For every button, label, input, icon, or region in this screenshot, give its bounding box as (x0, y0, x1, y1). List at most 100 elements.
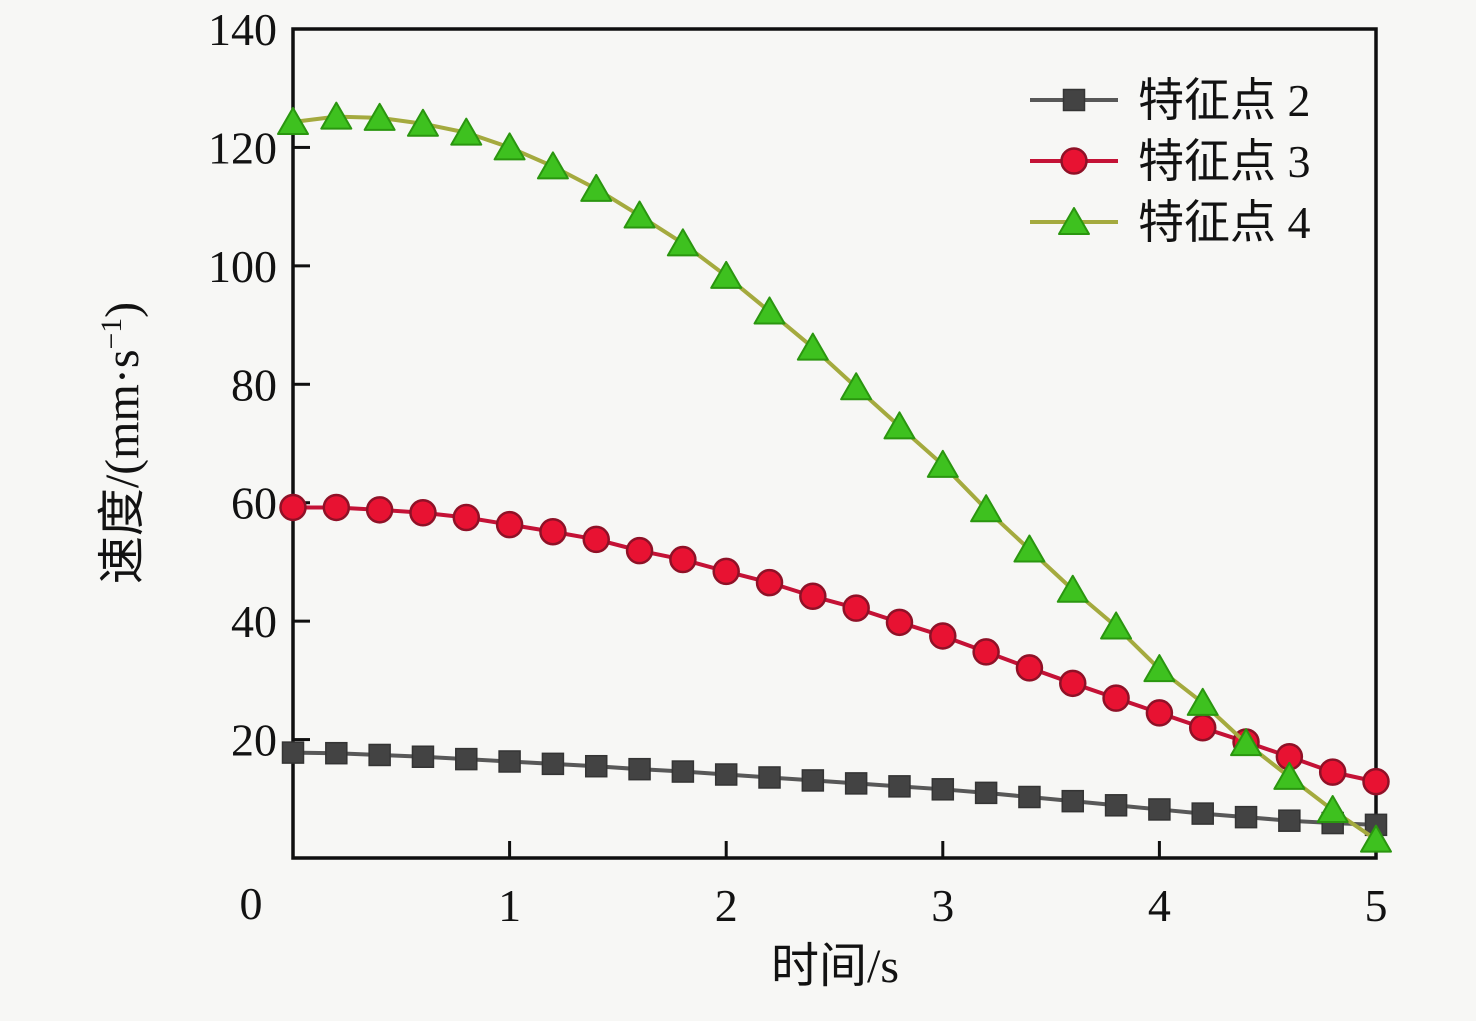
y-tick-label: 140 (208, 4, 277, 55)
square-marker-icon (1018, 785, 1041, 809)
circle-marker-icon (582, 525, 610, 554)
square-marker-icon (714, 763, 738, 786)
legend-item-2: 特征点 2 (1030, 75, 1311, 126)
circle-marker-icon (799, 582, 827, 611)
series-4 (277, 101, 1392, 853)
y-tick-label: 60 (231, 478, 277, 529)
circle-marker-icon (409, 499, 437, 527)
triangle-marker-icon (1186, 687, 1219, 716)
circle-marker-icon (1318, 758, 1347, 786)
circle-marker-icon (279, 493, 307, 522)
square-marker-icon (1104, 794, 1128, 817)
triangle-marker-icon (1013, 534, 1046, 563)
legend-item-4: 特征点 4 (1030, 197, 1311, 248)
triangle-marker-icon (926, 449, 959, 478)
legend-label: 特征点 2 (1138, 75, 1311, 126)
triangle-marker-icon (493, 132, 526, 161)
square-marker-icon (1061, 789, 1085, 813)
circle-marker-icon (1015, 654, 1044, 682)
triangle-marker-icon (536, 151, 569, 180)
square-marker-icon (368, 743, 391, 767)
circle-marker-icon (669, 545, 697, 574)
square-marker-icon (931, 778, 955, 801)
circle-marker-icon (842, 594, 870, 622)
square-marker-icon (1278, 809, 1301, 832)
origin-tick-label: 0 (240, 878, 263, 929)
square-marker-icon (411, 745, 435, 768)
series-3-line (293, 505, 1377, 784)
legend-item-3: 特征点 3 (1030, 136, 1311, 187)
triangle-marker-icon (1143, 654, 1176, 683)
y-axis-label-base: 速度/(mm·s (96, 349, 149, 585)
triangle-marker-icon (840, 372, 873, 401)
y-tick-label: 120 (208, 122, 277, 173)
circle-marker-icon (755, 568, 784, 597)
square-marker-icon (888, 775, 911, 798)
triangle-marker-icon (1230, 728, 1263, 757)
triangle-marker-icon (1100, 611, 1133, 640)
triangle-marker-icon (970, 494, 1003, 523)
y-tick-label: 40 (231, 596, 277, 647)
circle-marker-icon (712, 557, 740, 586)
y-tick-label: 80 (231, 359, 277, 410)
y-axis-label-superscript: −1 (95, 317, 128, 350)
triangle-marker-icon (320, 101, 353, 130)
series-3 (279, 493, 1390, 796)
circle-marker-icon (1188, 713, 1217, 742)
triangle-marker-icon (580, 173, 613, 202)
legend-label: 特征点 4 (1138, 197, 1311, 248)
y-tick-label: 100 (208, 241, 277, 292)
x-tick-label: 4 (1148, 880, 1171, 931)
plot-border (291, 27, 1378, 860)
circle-marker-icon (1145, 699, 1174, 727)
square-marker-icon (1191, 802, 1214, 825)
x-tick-label: 5 (1365, 880, 1388, 931)
y-tick-label: 20 (231, 715, 277, 766)
circle-marker-icon (885, 608, 914, 637)
circle-marker-icon (452, 503, 481, 532)
triangle-marker-icon (277, 106, 309, 135)
circle-marker-icon (365, 496, 394, 524)
square-marker-icon (1062, 88, 1086, 112)
triangle-marker-icon (1360, 824, 1392, 853)
square-marker-icon (1148, 798, 1171, 821)
series-2 (281, 741, 1388, 837)
triangle-marker-icon (1316, 795, 1349, 824)
circle-marker-icon (972, 638, 1000, 666)
triangle-marker-icon (450, 117, 483, 146)
square-marker-icon (671, 760, 695, 783)
square-marker-icon (455, 747, 478, 771)
circle-marker-icon (322, 493, 351, 522)
circle-marker-icon (1059, 669, 1087, 698)
x-tick-label: 3 (931, 880, 954, 931)
circle-marker-icon (539, 517, 567, 546)
circle-marker-icon (1362, 767, 1390, 796)
triangle-marker-icon (666, 228, 699, 257)
circle-marker-icon (495, 510, 524, 539)
square-marker-icon (844, 772, 868, 795)
square-marker-icon (801, 769, 825, 792)
square-marker-icon (584, 754, 608, 778)
square-marker-icon (498, 750, 521, 773)
square-marker-icon (628, 757, 651, 781)
triangle-marker-icon (1056, 574, 1089, 603)
triangle-marker-icon (796, 332, 829, 361)
square-marker-icon (1234, 805, 1258, 829)
triangle-marker-icon (883, 411, 916, 440)
triangle-marker-icon (1273, 761, 1306, 790)
triangle-marker-icon (623, 200, 656, 229)
circle-marker-icon (1060, 147, 1088, 175)
y-axis-label: 速度/(mm·s−1) (82, 302, 152, 584)
triangle-marker-icon (753, 296, 786, 325)
legend: 特征点 2 特征点 3 特征点 4 (1030, 75, 1311, 248)
circle-marker-icon (625, 536, 654, 565)
triangle-marker-icon (1058, 207, 1090, 235)
square-marker-icon (281, 741, 305, 764)
triangle-marker-icon (363, 102, 396, 131)
square-marker-icon (758, 766, 781, 789)
square-marker-icon (325, 741, 348, 765)
circle-marker-icon (1102, 684, 1130, 712)
x-tick-label: 2 (715, 880, 738, 931)
